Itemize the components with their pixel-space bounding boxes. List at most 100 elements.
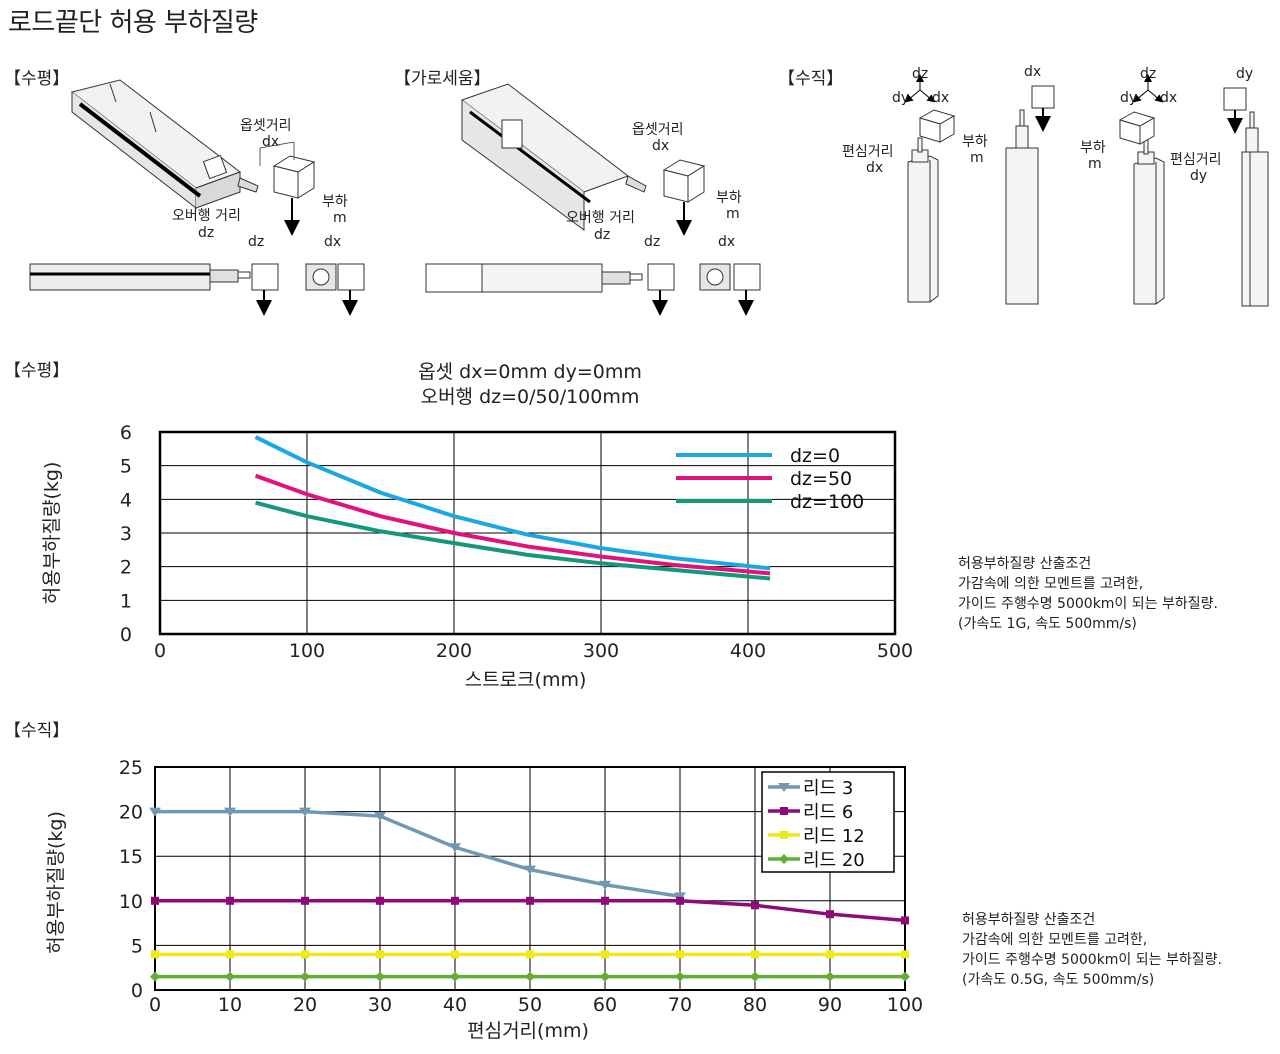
chart1-subtitle: 오버행 dz=0/50/100mm xyxy=(420,386,640,408)
sideways-front-view xyxy=(699,263,761,291)
chart2-point xyxy=(299,807,311,817)
chart2-legend-marker xyxy=(778,783,790,792)
v-top-dy: dy xyxy=(1236,66,1253,82)
chart1-xlabel: 스트로크(mm) xyxy=(465,669,587,691)
h-overhang-dim: dz xyxy=(198,225,214,241)
s-offset-label: 옵셋거리 xyxy=(632,122,684,138)
chart2-series-line-리드 3 xyxy=(155,809,681,899)
chart2-point xyxy=(151,950,159,959)
chart2-note-2: 가감속에 의한 모멘트를 고려한, xyxy=(962,932,1148,948)
chart2-point xyxy=(374,812,386,822)
chart2-point xyxy=(451,896,459,905)
chart2-legend-marker xyxy=(780,807,788,815)
chart1-xtick-label: 300 xyxy=(583,640,619,662)
chart1-note-4: (가속도 1G, 속도 500mm/s) xyxy=(958,616,1137,632)
section-label-sideways: 【가로세움】 xyxy=(394,69,491,89)
chart2-point xyxy=(826,950,834,959)
horizontal-load-cube xyxy=(272,155,316,199)
vertical-actuator-1 xyxy=(907,137,939,303)
v-axis-dz-left: dz xyxy=(912,66,928,82)
s-offset-dim: dx xyxy=(652,138,669,154)
v-axis-dx-left: dx xyxy=(932,90,949,106)
h-load-label: 부하 xyxy=(322,194,348,210)
chart2-point xyxy=(526,950,534,959)
chart2-ytick-label: 10 xyxy=(119,891,143,913)
chart2-point xyxy=(375,971,385,982)
chart2-point xyxy=(901,916,909,925)
section-label-vertical: 【수직】 xyxy=(778,69,844,89)
vertical-load-cube-1 xyxy=(918,109,956,143)
chart2-xtick-label: 40 xyxy=(443,994,467,1016)
chart1-title: 옵셋 dx=0mm dy=0mm xyxy=(418,361,642,383)
chart1-xtick-label: 500 xyxy=(877,640,913,662)
chart1-xtick-label: 200 xyxy=(436,640,472,662)
chart1-series-line-dz=50 xyxy=(254,473,771,576)
chart1-ytick-label: 5 xyxy=(120,456,132,478)
chart1-frame xyxy=(158,430,897,636)
chart1-legend-label: dz=100 xyxy=(790,491,864,513)
chart2-point xyxy=(225,971,235,982)
sideways-actuator-iso xyxy=(460,83,647,231)
chart2-xtick-label: 100 xyxy=(887,994,923,1016)
chart1-ylabel: 허용부하질량(kg) xyxy=(41,462,63,605)
chart2-frame xyxy=(154,766,906,991)
chart2-legend-label: 리드 20 xyxy=(803,850,865,871)
chart2-point xyxy=(600,971,610,982)
chart2-legend-marker xyxy=(780,831,788,839)
chart2-svg: 0 10 20 30 40 50 60 70 80 90 100 0 5 10 15 20 25 편심거리(mm)… xyxy=(45,757,923,1042)
mounting-diagrams: 옵셋거리 dx 오버행 거리 dz 부하 m dz dx 옵셋거리 dx 오버행… xyxy=(29,64,1269,316)
chart1-ytick-label: 6 xyxy=(120,422,132,444)
chart2-point xyxy=(676,950,684,959)
chart2-ytick-label: 15 xyxy=(119,846,143,868)
s-load-label: 부하 xyxy=(716,190,742,206)
chart2-point xyxy=(301,950,309,959)
chart2-ytick-label: 0 xyxy=(131,980,143,1002)
chart1-series-line-dz=0 xyxy=(254,435,771,571)
chart2-point xyxy=(825,971,835,982)
chart2-point xyxy=(525,971,535,982)
vertical-load-cube-2 xyxy=(1118,111,1156,145)
vertical-axes-right xyxy=(1132,74,1164,103)
v-load-label-2: 부하 xyxy=(1080,140,1106,156)
vertical-axes-left xyxy=(904,74,936,103)
horizontal-front-view xyxy=(305,263,365,291)
s-overhang-dim: dz xyxy=(594,227,610,243)
chart2-point xyxy=(826,910,834,919)
chart2-point xyxy=(224,807,236,817)
v-axis-dz-right: dz xyxy=(1140,66,1156,82)
h-offset-dim: dx xyxy=(262,134,279,150)
chart2-point xyxy=(751,950,759,959)
chart2-legend-label: 리드 3 xyxy=(803,778,853,799)
sideways-side-view xyxy=(425,263,675,293)
v-axis-dx-right: dx xyxy=(1160,90,1177,106)
v-ecc-label-1: 편심거리 xyxy=(842,144,894,160)
chart2-xtick-label: 80 xyxy=(743,994,767,1016)
chart2-legend-label: 리드 12 xyxy=(803,826,865,847)
s-load-dim: m xyxy=(726,206,740,222)
h-offset-label: 옵셋거리 xyxy=(240,118,292,134)
h-front-dim: dx xyxy=(324,234,341,250)
chart1-xtick-label: 0 xyxy=(154,640,166,662)
chart2-xtick-label: 50 xyxy=(518,994,542,1016)
chart2-legend-marker xyxy=(779,854,789,864)
chart2-ytick-label: 5 xyxy=(131,935,143,957)
chart1-note-3: 가이드 주행수명 5000km이 되는 부하질량. xyxy=(958,596,1218,612)
chart2-point xyxy=(300,971,310,982)
chart1-svg: 0 100 200 300 400 500 0 1 2 3 4 5 6 스트로크(mm) 허용부하질량(kg… xyxy=(41,422,913,691)
v-top-dx: dx xyxy=(1024,64,1041,80)
chart2-point xyxy=(526,896,534,905)
s-overhang-label: 오버행 거리 xyxy=(566,210,635,226)
page-title: 로드끝단 허용 부하질량 xyxy=(8,8,258,38)
chart1-note-1: 허용부하질량 산출조건 xyxy=(958,556,1092,572)
chart2-note-3: 가이드 주행수명 5000km이 되는 부하질량. xyxy=(962,952,1222,968)
vertical-actuator-3 xyxy=(1133,139,1165,305)
chart2-xtick-label: 20 xyxy=(293,994,317,1016)
chart2-ytick-label: 25 xyxy=(119,757,143,779)
chart2-point xyxy=(900,971,910,982)
chart2-point xyxy=(226,896,234,905)
chart2-point xyxy=(675,971,685,982)
v-ecc-dim-x: dx xyxy=(866,160,883,176)
chart2-point xyxy=(226,950,234,959)
chart1-ytick-label: 1 xyxy=(120,590,132,612)
chart1-legend-label: dz=0 xyxy=(790,445,840,467)
